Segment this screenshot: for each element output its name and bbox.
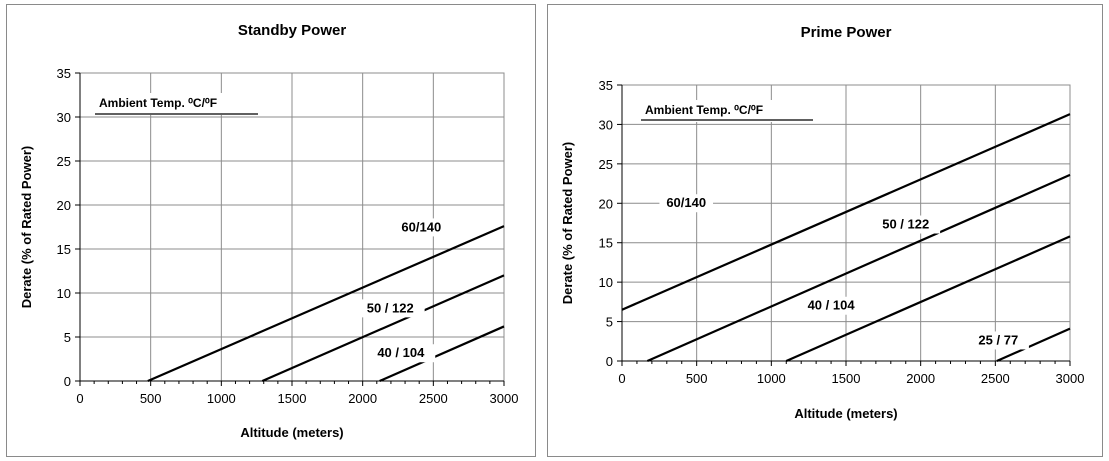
series-line — [646, 173, 1071, 363]
x-tick-label: 2000 — [906, 371, 935, 386]
y-tick-label: 20 — [599, 196, 613, 211]
x-tick-label: 1500 — [278, 391, 307, 406]
series-label: 60/140 — [666, 195, 706, 210]
y-tick-label: 5 — [606, 315, 613, 330]
chart-title: Prime Power — [801, 24, 892, 41]
series-line — [147, 225, 505, 383]
x-tick-label: 500 — [686, 371, 708, 386]
x-tick-label: 2000 — [348, 391, 377, 406]
series-label-background — [355, 299, 425, 318]
chart-title: Standby Power — [238, 22, 347, 39]
x-tick-label: 1000 — [757, 371, 786, 386]
series-label: 50 / 122 — [367, 300, 414, 315]
series-label-background — [659, 194, 714, 213]
series-label: 40 / 104 — [808, 298, 856, 313]
x-tick-label: 3000 — [1056, 371, 1085, 386]
series-label-background — [871, 215, 941, 234]
legend-title-background — [93, 93, 264, 115]
y-tick-label: 5 — [64, 330, 71, 345]
series-label: 25 / 77 — [978, 332, 1018, 347]
x-tick-label: 1000 — [207, 391, 236, 406]
y-axis-title: Derate (% of Rated Power) — [19, 146, 34, 309]
y-tick-label: 25 — [599, 157, 613, 172]
y-tick-label: 35 — [57, 66, 71, 81]
y-tick-label: 10 — [57, 286, 71, 301]
legend-title-background — [639, 100, 819, 122]
x-tick-label: 2500 — [419, 391, 448, 406]
series-label-background — [366, 344, 436, 363]
standby-power-chart: Standby Power 0 500 1000 1500 2000 2500 3000 0 5 1… — [19, 22, 519, 440]
x-axis-title: Altitude (meters) — [794, 406, 897, 421]
y-tick-label: 15 — [57, 242, 71, 257]
series-label: 50 / 122 — [882, 217, 929, 232]
series-line — [261, 274, 505, 383]
series-line — [379, 325, 505, 383]
series-label-background — [967, 331, 1029, 350]
x-tick-label: 3000 — [490, 391, 519, 406]
x-tick-label: 500 — [140, 391, 162, 406]
x-tick-label: 0 — [618, 371, 625, 386]
y-tick-label: 15 — [599, 236, 613, 251]
x-axis-title: Altitude (meters) — [240, 425, 343, 440]
x-tick-label: 0 — [76, 391, 83, 406]
prime-power-chart-panel: Prime Power 0 500 1000 1500 2000 2500 3000 0 5 10 1… — [547, 4, 1103, 457]
series-label: 40 / 104 — [377, 345, 425, 360]
series-label: 60/140 — [401, 219, 441, 234]
standby-power-chart-panel: Standby Power 0 500 1000 1500 2000 2500 3000 0 5 1… — [6, 4, 536, 457]
y-axis-title: Derate (% of Rated Power) — [560, 142, 575, 305]
y-tick-label: 25 — [57, 154, 71, 169]
series-line — [621, 113, 1071, 311]
legend-title: Ambient Temp. ⁰C/⁰F — [99, 96, 217, 110]
y-tick-label: 10 — [599, 275, 613, 290]
x-tick-label: 1500 — [832, 371, 861, 386]
y-tick-label: 0 — [606, 354, 613, 369]
legend-title: Ambient Temp. ⁰C/⁰F — [645, 103, 763, 117]
y-tick-label: 35 — [599, 78, 613, 93]
y-tick-label: 30 — [599, 117, 613, 132]
y-tick-label: 20 — [57, 198, 71, 213]
series-line — [785, 235, 1071, 363]
prime-power-chart: Prime Power 0 500 1000 1500 2000 2500 3000 0 5 10 1… — [560, 24, 1085, 421]
series-line — [996, 327, 1071, 363]
y-tick-label: 0 — [64, 374, 71, 389]
series-label-background — [394, 218, 449, 237]
y-tick-label: 30 — [57, 110, 71, 125]
x-tick-label: 2500 — [981, 371, 1010, 386]
series-label-background — [796, 296, 866, 315]
